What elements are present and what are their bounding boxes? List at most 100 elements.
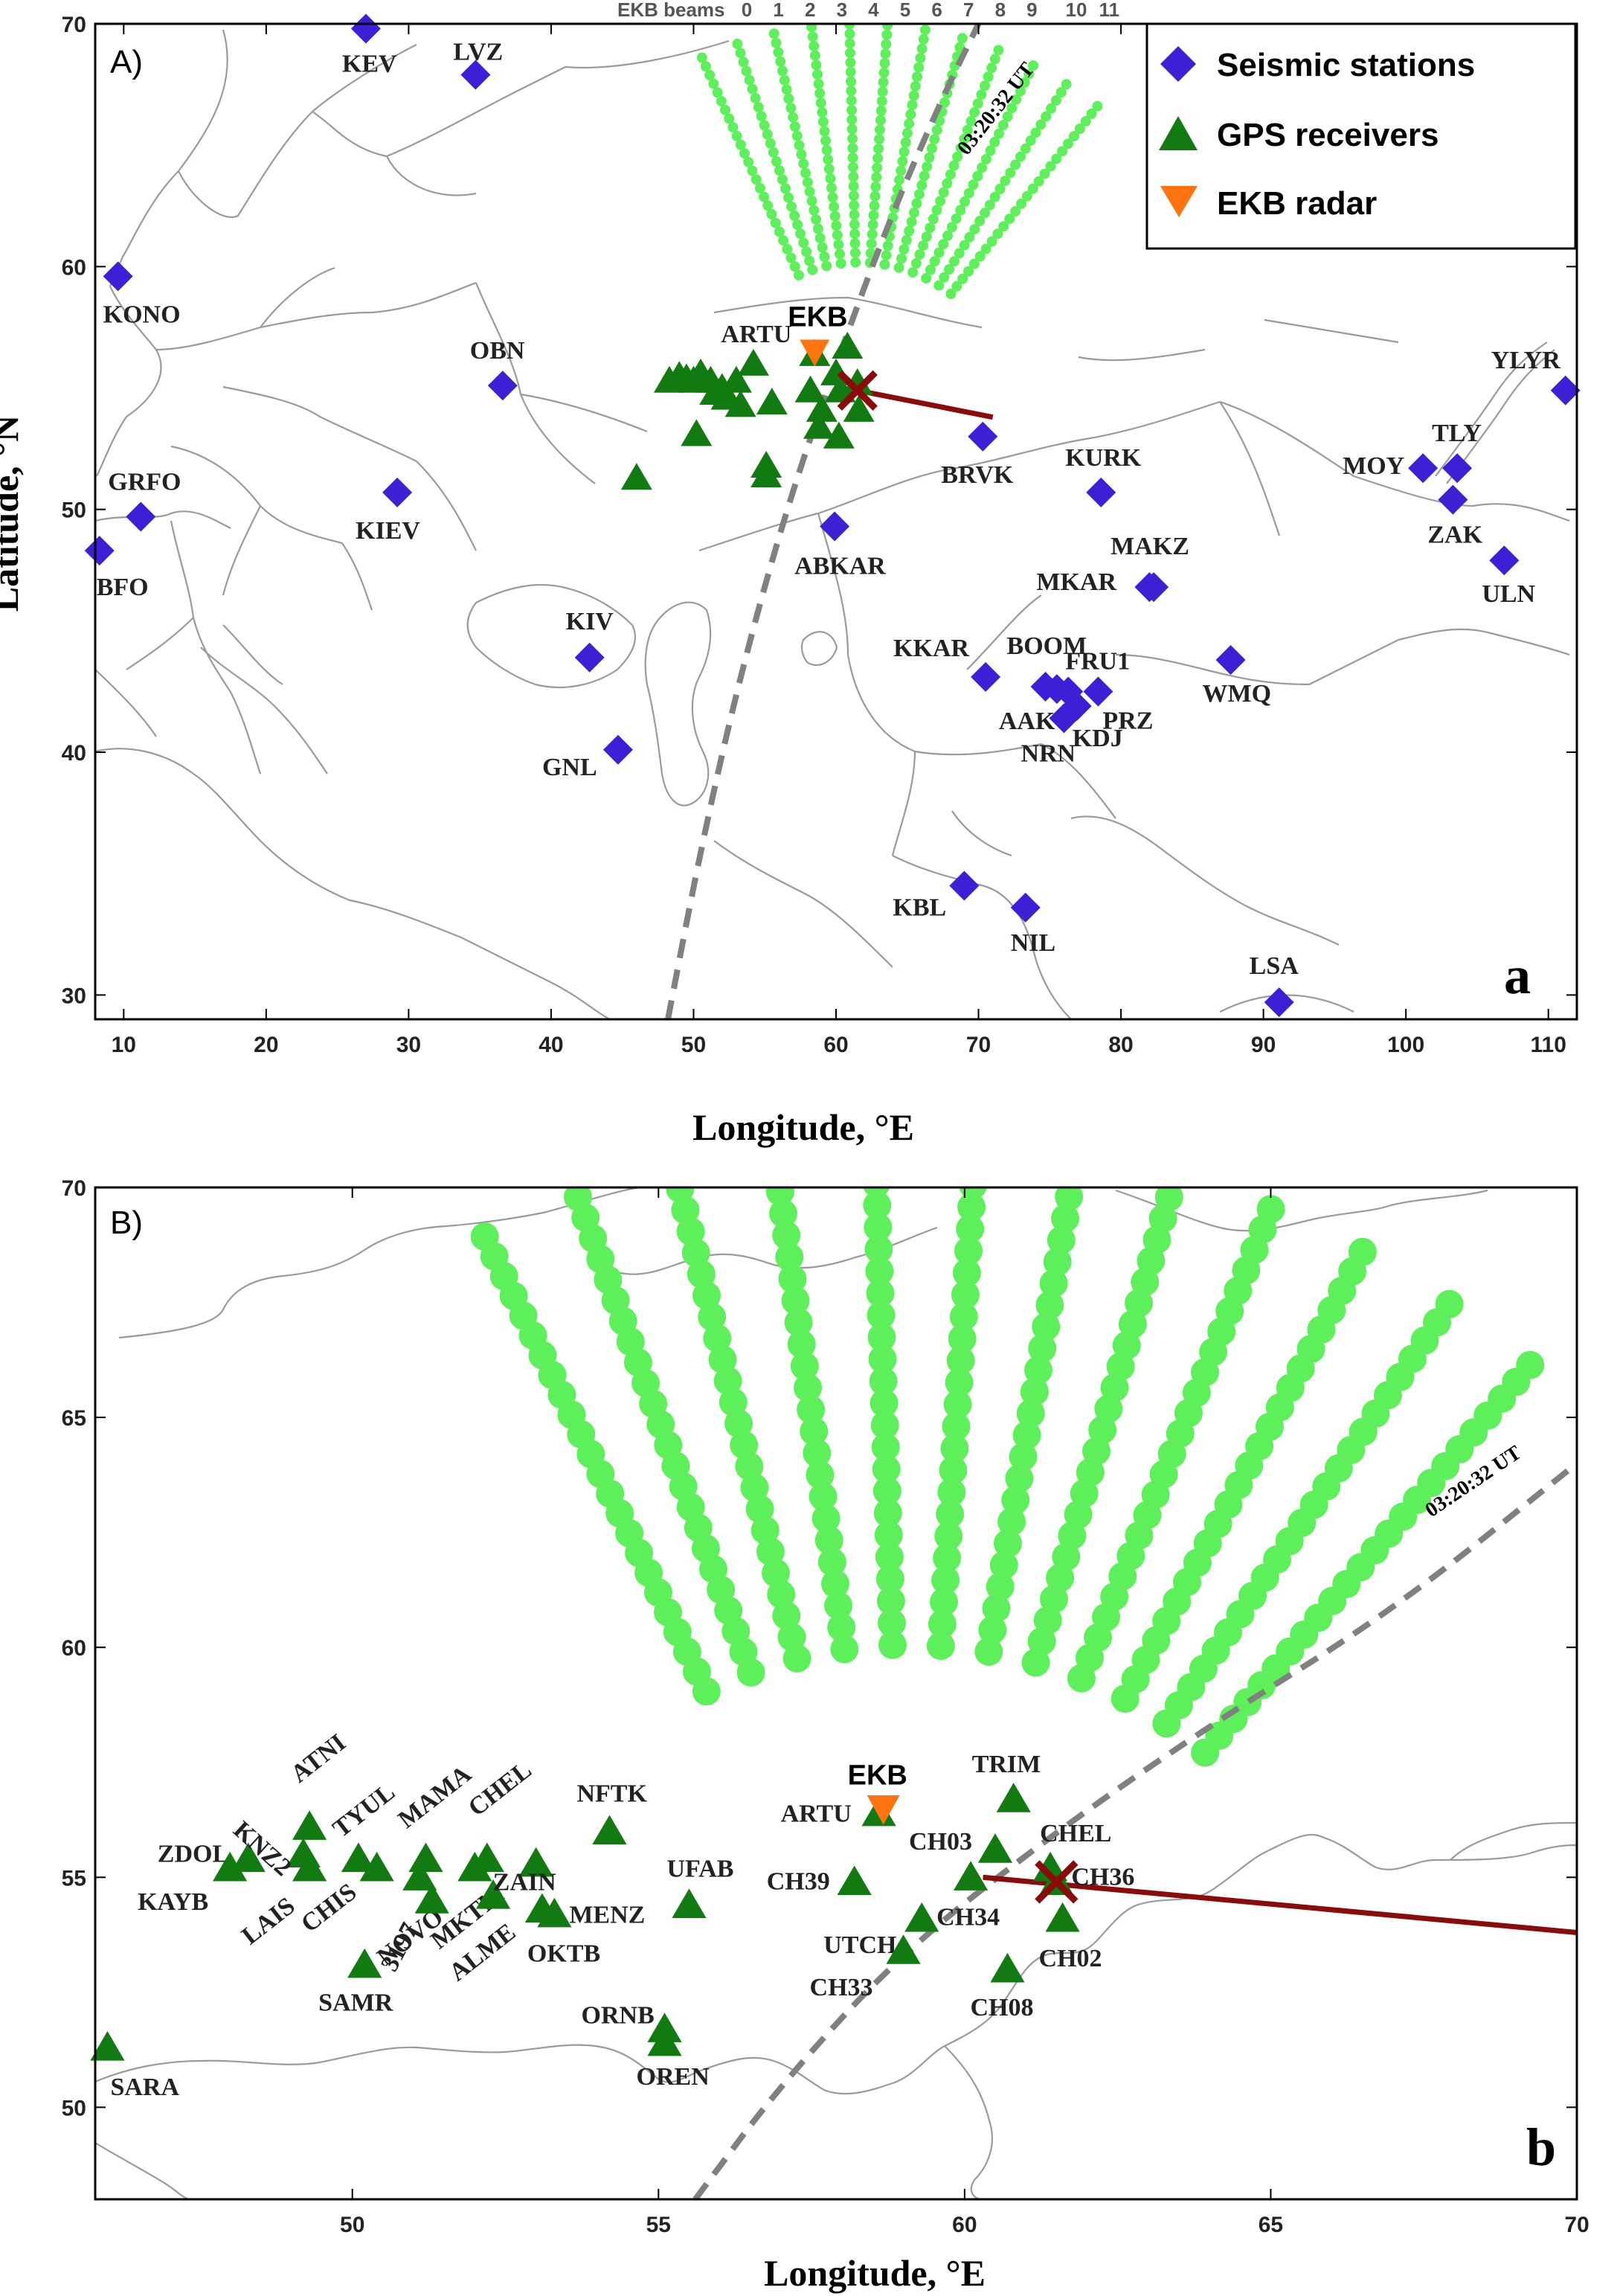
beam-gate-dot (968, 179, 979, 190)
seismic-label-ylyr: YLYR (1491, 347, 1561, 374)
beam-gate-dot (912, 71, 922, 83)
beam-gate-dot (708, 78, 719, 89)
beam-gate-dot-zoom (943, 1390, 972, 1419)
beam-gate-dot-zoom (956, 1214, 985, 1243)
seismic-label-mkar: MKAR (1036, 568, 1116, 596)
beam-gate-dot (1023, 68, 1035, 80)
gps-label-kayb: KAYB (138, 1888, 208, 1916)
seismic-label-kiev: KIEV (356, 517, 420, 545)
beam-gate-dot (918, 240, 929, 251)
beam-gate-dot-zoom (1154, 1187, 1183, 1212)
gps-label-ch08: CH08 (970, 1994, 1033, 2021)
gps-label-utch: UTCH (823, 1931, 896, 1959)
terminator-line (665, 24, 982, 1019)
beam-gate-dot (847, 161, 858, 173)
gps-receiver-marker (414, 1884, 449, 1914)
beam-gate-dot (946, 222, 957, 233)
beam-gate-dot (829, 201, 840, 212)
seismic-label-lvz: LVZ (453, 39, 503, 66)
beam-gate-dot (900, 137, 911, 148)
beam-gate-dot-zoom (954, 1237, 983, 1266)
beam-gate-dot (775, 56, 786, 67)
beam-gate-dot-zoom (676, 1217, 705, 1246)
gps-receiver-marker (347, 1948, 382, 1978)
panel-b-axes: 50 55 60 65 70 50 55 60 65 70 (62, 1176, 1590, 2237)
beam-gate-dot (781, 84, 792, 95)
beam-gate-dot (849, 228, 861, 240)
panel-b-frame (94, 1186, 1578, 2201)
beam-gate-dot-zoom (1005, 1464, 1034, 1492)
gps-label-zdol: ZDOL (158, 1841, 229, 1868)
gps-receiver-marker (843, 394, 875, 422)
beam-gate-dot (977, 162, 988, 173)
beam-gate-dot-zoom (1055, 1187, 1084, 1211)
beam-gate-dot (919, 170, 930, 182)
gps-receiver-marker (90, 2031, 125, 2061)
seismic-label-bfo: BFO (97, 574, 149, 601)
beam-gate-dot-zoom (1035, 1291, 1064, 1320)
beam-gate-dot (939, 272, 950, 283)
beam-gate-dot-zoom (1435, 1289, 1464, 1318)
beam-gate-dot-zoom (949, 1302, 978, 1331)
beam-gate-dot-zoom (875, 1542, 904, 1571)
beam-gate-dot (984, 199, 995, 211)
beam-gate-dot (993, 45, 1004, 56)
beam-gate-dot (712, 87, 723, 98)
epicenter-marker-zoom (1035, 1860, 1079, 1904)
beam-gate-dot (747, 83, 758, 94)
epicenter-cross (837, 370, 878, 411)
beam-number-label: 7 (963, 0, 974, 21)
beam-gate-dot-zoom (959, 1187, 987, 1199)
beam-gate-dot (785, 252, 797, 263)
seismic-label-kev: KEV (342, 51, 397, 78)
beam-gate-dot (766, 209, 777, 219)
beam-gate-dot-zoom (1112, 1331, 1141, 1360)
beam-gate-dot (1019, 77, 1030, 88)
gps-receiver-marker (720, 365, 752, 393)
seismic-label-kdj: KDJ (1073, 725, 1123, 752)
beam-gate-dot (965, 115, 977, 126)
beam-gate-dot-zoom (986, 1572, 1015, 1601)
beam-gate-dot (894, 175, 904, 185)
gps-receiver-marker (292, 1851, 327, 1882)
beam-gate-dot (735, 139, 746, 150)
beam-gate-dot (820, 135, 831, 146)
beam-gate-dot-zoom (1062, 1139, 1090, 1167)
panel-a-ylabel: Latitude, °N (0, 415, 26, 612)
gps-label-chel: CHEL (463, 1756, 537, 1821)
gps-receiver-marker (231, 1842, 266, 1873)
beam-gate-dot-zoom (1051, 1204, 1079, 1233)
beam-gate-dot (768, 147, 779, 158)
seismic-label-prz: PRZ (1102, 707, 1153, 734)
beam-gate-dot (921, 272, 932, 283)
seismic-stations-group: KEV LVZ KONO OBN GRFO BFO KIEV KIV GNL ABKAR BRVK K… (84, 13, 1581, 1018)
seismic-label-zak: ZAK (1427, 522, 1482, 549)
legend-gps-label: GPS receivers (1217, 117, 1439, 153)
beam-gate-dot (807, 264, 818, 275)
gps-label-oktb: OKTB (527, 1940, 600, 1968)
beam-gate-dot (945, 289, 957, 299)
beam-gate-dot-zoom (470, 1222, 499, 1251)
beam-gate-dot (931, 205, 942, 216)
epicenter-cross-zoom (1035, 1860, 1079, 1904)
gps-label-chel: CHEL (1040, 1820, 1111, 1847)
beam-gate-dot-zoom (952, 1258, 981, 1287)
beam-gate-dot (882, 24, 893, 31)
trajectory-line (857, 388, 994, 420)
beam-gate-dot (798, 237, 809, 248)
seismic-station-marker (1550, 375, 1581, 405)
seismic-station-marker (968, 421, 998, 452)
beam-gate-dot-zoom (867, 1301, 896, 1330)
beam-gate-dot (914, 249, 925, 260)
beam-gate-dot (845, 66, 856, 77)
gps-receiver-marker (592, 1815, 627, 1845)
beam-gate-dot (782, 243, 793, 254)
beam-gate-dot-zoom (782, 1644, 811, 1673)
beam-gate-dot (833, 239, 844, 250)
x-tick-label: 60 (823, 1033, 848, 1057)
x-tick-label: 20 (254, 1033, 278, 1057)
beam-gate-dot (997, 120, 1009, 131)
gps-receiver-marker (832, 332, 864, 359)
beam-gate-dot (911, 198, 922, 209)
